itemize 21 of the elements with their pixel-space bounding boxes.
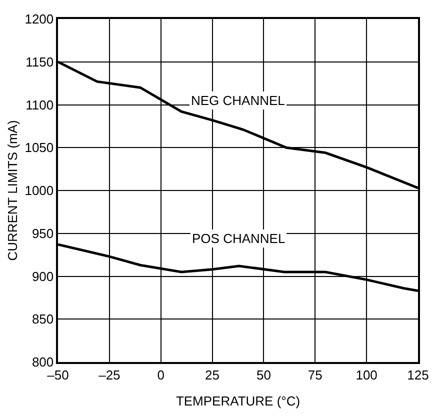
x-tick-label: –50 (47, 367, 69, 382)
y-axis-title: CURRENT LIMITS (mA) (5, 120, 20, 261)
x-tick-label: 75 (308, 367, 322, 382)
x-tick-label: –25 (98, 367, 120, 382)
x-tick-label: 25 (205, 367, 220, 382)
y-tick-label: 1150 (26, 54, 54, 70)
y-tick-label: 1050 (24, 140, 54, 156)
y-tick-label: 950 (32, 226, 54, 241)
y-tick-label: 850 (32, 312, 54, 327)
x-tick-label: 0 (157, 367, 164, 382)
y-tick-label: 1200 (24, 12, 54, 27)
y-tick-label: 800 (32, 354, 54, 370)
y-tick-label: 900 (32, 268, 54, 284)
y-tick-label: 1000 (24, 183, 54, 198)
y-tick-label: 1100 (26, 97, 54, 112)
x-axis-title: TEMPERATURE (°C) (176, 393, 300, 408)
annotation: POS CHANNEL (192, 231, 286, 246)
x-tick-label: 100 (356, 367, 378, 382)
x-tick-label: 125 (407, 367, 429, 382)
x-tick-label: 50 (256, 367, 271, 382)
annotation: NEG CHANNEL (191, 93, 285, 108)
